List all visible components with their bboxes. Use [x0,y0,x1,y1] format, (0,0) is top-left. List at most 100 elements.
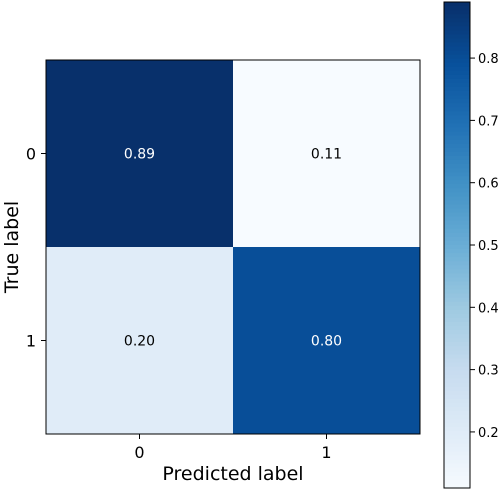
cell-value-label: 0.89 [124,147,155,163]
colorbar-segment [444,362,470,368]
colorbar-segment [444,228,470,234]
colorbar-segment [444,427,470,432]
y-axis-ticks: 01 [26,145,46,351]
colorbar-segment [444,326,470,331]
colorbar-tick-label: 0.4 [478,301,499,316]
cell-value-label: 0.20 [124,334,155,350]
colorbar-segment [444,38,470,44]
colorbar-segment [444,334,470,339]
colorbar-segment [444,435,470,440]
x-tick-label: 1 [321,443,331,462]
colorbar-segment [444,147,470,153]
colorbar-segment [444,42,470,48]
colorbar-segment [444,350,470,355]
colorbar-segment [444,172,470,177]
colorbar-segment [444,313,470,319]
cell-value-label: 0.80 [311,334,342,350]
colorbar-segment [444,309,470,315]
colorbar-segment [444,293,470,299]
colorbar-tick-label: 0.8 [478,52,499,67]
colorbar-segment [444,394,470,400]
colorbar-segment [444,411,470,416]
colorbar-segment [444,26,470,31]
colorbar-segment [444,415,470,420]
colorbar-segment [444,305,470,311]
colorbar-segment [444,58,470,64]
colorbar-segment [444,382,470,388]
colorbar-segment [444,200,470,206]
colorbar-segment [444,46,470,52]
colorbar-segment [444,269,470,274]
colorbar-segment [444,91,470,96]
x-axis-label: Predicted label [162,463,303,485]
colorbar-segment [444,131,470,137]
colorbar-segment [444,62,470,68]
plot-frame [45,59,421,435]
colorbar: 0.2 0.3 0.4 0.5 0.6 0.7 0.8 [443,1,499,489]
colorbar-segment [444,139,470,145]
colorbar-segment [444,423,470,428]
colorbar-segment [444,66,470,72]
colorbar-segment [444,285,470,291]
colorbar-segment [444,188,470,193]
colorbar-segment [444,475,470,481]
heatmap-cells: 0.89 0.11 0.20 0.80 [46,60,420,434]
colorbar-segment [444,419,470,424]
colorbar-segment [444,50,470,56]
colorbar-segment [444,22,470,27]
colorbar-segment [444,14,470,19]
colorbar-segment [444,378,470,384]
colorbar-segment [444,168,470,173]
colorbar-segment [444,224,470,230]
colorbar-segment [444,443,470,449]
colorbar-segment [444,281,470,287]
colorbar-segment [444,330,470,335]
colorbar-segment [444,54,470,60]
colorbar-segment [444,463,470,469]
colorbar-segment [444,208,470,214]
colorbar-segment [444,447,470,453]
colorbar-segment [444,366,470,372]
colorbar-segment [444,451,470,457]
colorbar-segment [444,2,470,7]
colorbar-segment [444,30,470,35]
colorbar-segment [444,18,470,23]
colorbar-segment [444,184,470,189]
y-tick-label: 1 [26,332,36,351]
y-axis-label: True label [1,201,23,294]
colorbar-segment [444,245,470,250]
colorbar-segment [444,431,470,436]
colorbar-segment [444,180,470,185]
x-tick-label: 0 [134,443,144,462]
colorbar-segment [444,479,470,485]
colorbar-segment [444,10,470,15]
colorbar-segment [444,83,470,88]
colorbar-tick-label: 0.7 [478,114,499,129]
colorbar-segment [444,78,470,84]
colorbar-segment [444,386,470,392]
colorbar-segment [444,34,470,40]
colorbar-segment [444,159,470,165]
colorbar-segment [444,483,470,489]
colorbar-segment [444,253,470,258]
colorbar-segment [444,123,470,129]
colorbar-segment [444,370,470,376]
colorbar-segment [444,164,470,169]
colorbar-segment [444,289,470,295]
colorbar-tick-label: 0.3 [478,364,499,379]
colorbar-segment [444,439,470,445]
colorbar-segment [444,402,470,408]
colorbar-segment [444,301,470,307]
colorbar-segment [444,407,470,412]
colorbar-segment [444,127,470,133]
heatmap-cell [46,247,233,434]
colorbar-segment [444,261,470,266]
colorbar-segment [444,374,470,380]
colorbar-tick-label: 0.5 [478,239,499,254]
colorbar-segment [444,99,470,104]
colorbar-segment [444,249,470,254]
colorbar-segment [444,317,470,323]
colorbar-segment [444,398,470,404]
